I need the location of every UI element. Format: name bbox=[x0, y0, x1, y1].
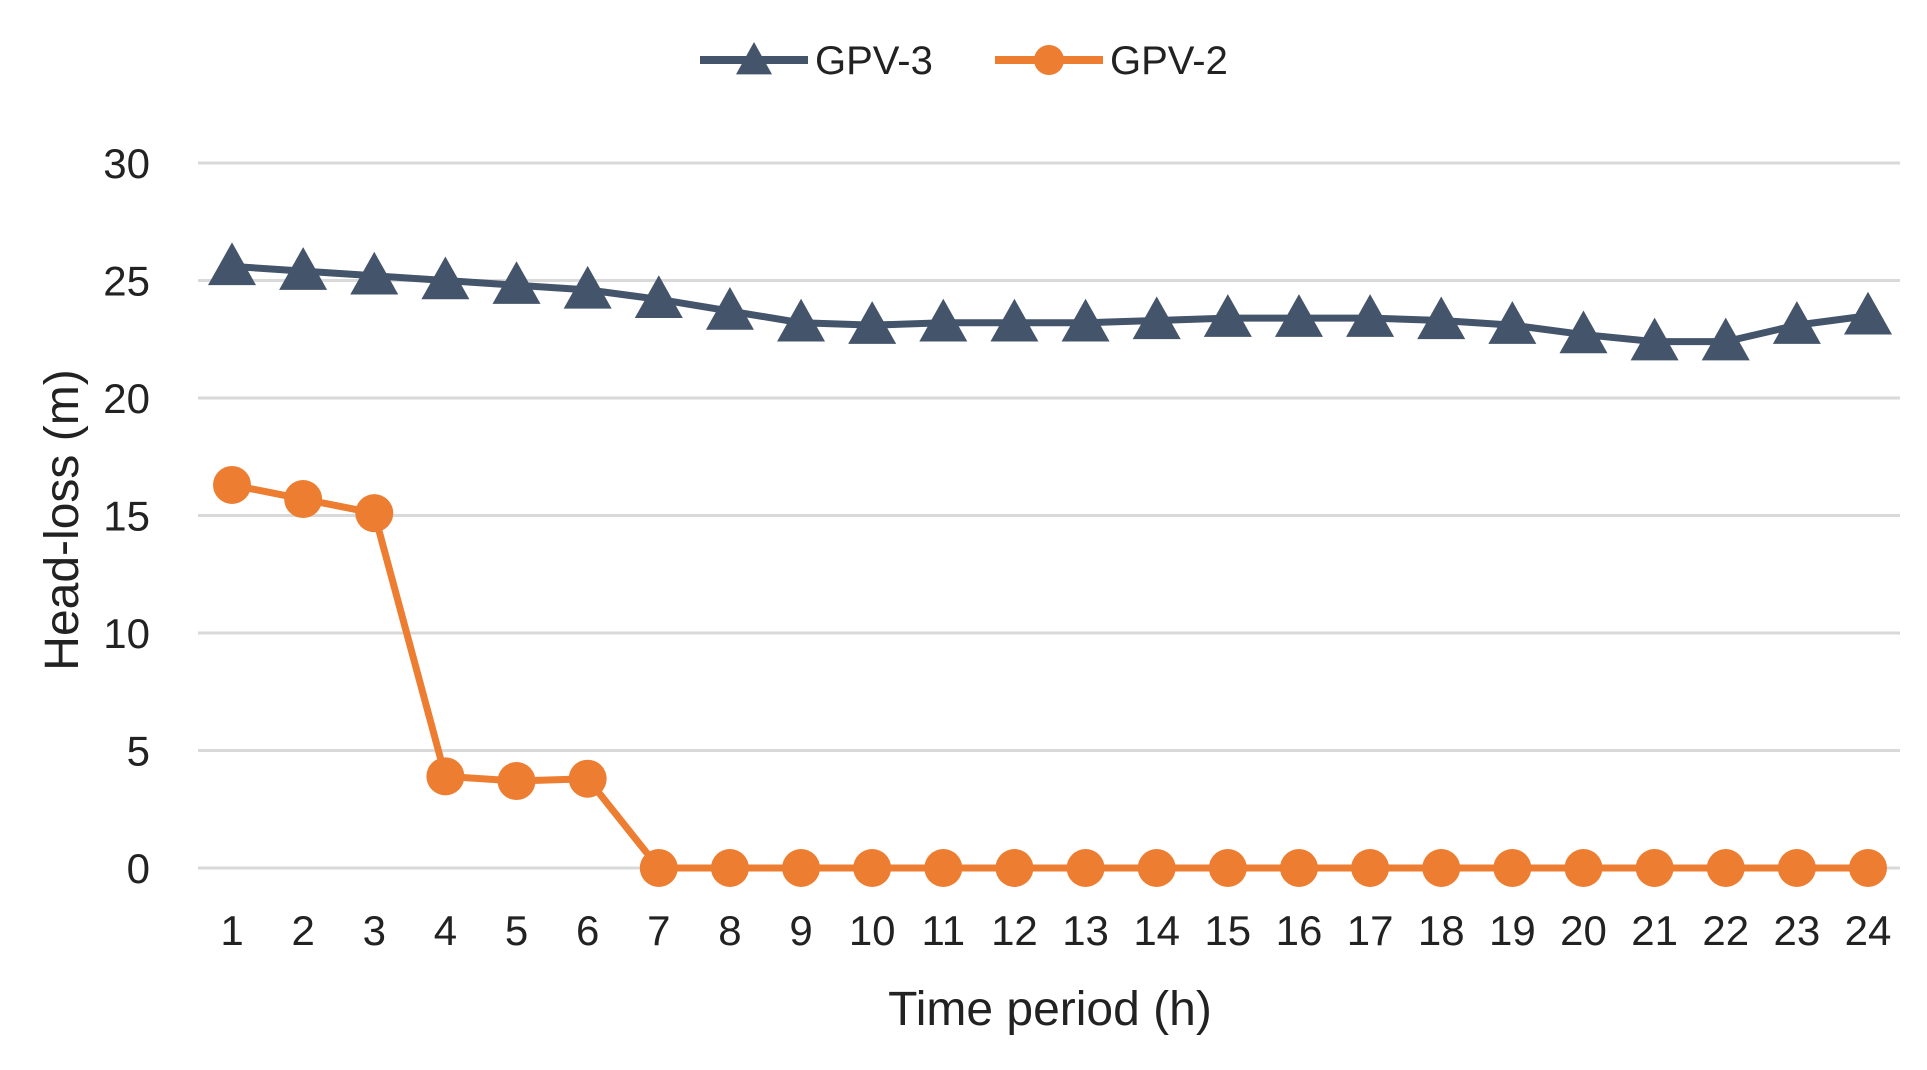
x-tick-label-7: 7 bbox=[647, 907, 670, 954]
series-gpv-2 bbox=[213, 465, 1887, 887]
point-gpv-2-5 bbox=[497, 762, 536, 801]
x-tick-label-22: 22 bbox=[1702, 907, 1749, 954]
point-gpv-2-19 bbox=[1493, 849, 1532, 887]
point-gpv-2-13 bbox=[1066, 849, 1105, 887]
point-gpv-3-24 bbox=[1844, 291, 1892, 335]
y-tick-label-30: 30 bbox=[103, 140, 150, 187]
legend-marker-gpv-2 bbox=[1034, 45, 1064, 75]
point-gpv-3-15 bbox=[1203, 294, 1252, 337]
point-gpv-2-12 bbox=[995, 849, 1034, 887]
point-gpv-3-8 bbox=[705, 287, 754, 330]
x-tick-label-14: 14 bbox=[1133, 907, 1180, 954]
point-gpv-3-18 bbox=[1417, 296, 1466, 340]
point-gpv-3-5 bbox=[492, 261, 541, 304]
point-gpv-2-8 bbox=[710, 849, 749, 887]
point-gpv-3-10 bbox=[848, 301, 897, 344]
x-axis-title: Time period (h) bbox=[888, 983, 1212, 1036]
point-gpv-3-14 bbox=[1132, 296, 1181, 340]
x-tick-label-17: 17 bbox=[1347, 907, 1394, 954]
legend-marker-gpv-3 bbox=[736, 42, 772, 75]
series-line-gpv-2 bbox=[231, 481, 1868, 872]
x-tick-label-24: 24 bbox=[1845, 907, 1892, 954]
legend-label-gpv-2: GPV-2 bbox=[1110, 39, 1228, 83]
point-gpv-2-6 bbox=[568, 759, 607, 798]
x-tick-label-3: 3 bbox=[363, 907, 386, 954]
x-tick-label-13: 13 bbox=[1062, 907, 1109, 954]
point-gpv-3-13 bbox=[1061, 298, 1110, 342]
x-tick-label-11: 11 bbox=[921, 907, 965, 954]
point-gpv-3-6 bbox=[563, 265, 612, 309]
y-tick-label-20: 20 bbox=[103, 375, 150, 422]
legend: GPV-3 GPV-2 bbox=[700, 39, 1228, 83]
point-gpv-3-11 bbox=[919, 298, 968, 342]
point-gpv-2-17 bbox=[1351, 849, 1390, 887]
x-tick-label-10: 10 bbox=[849, 907, 896, 954]
x-tick-label-4: 4 bbox=[434, 907, 457, 954]
y-axis-title: Head-loss (m) bbox=[36, 369, 89, 670]
point-gpv-2-22 bbox=[1706, 849, 1745, 887]
y-tick-label-10: 10 bbox=[103, 610, 150, 657]
x-tick-label-12: 12 bbox=[991, 907, 1038, 954]
point-gpv-2-1 bbox=[213, 465, 251, 504]
x-axis-ticks: 1 2 3 4 5 6 7 8 9 10 11 12 13 14 15 16 17 18 19 20 21 22 23 24 bbox=[220, 907, 1891, 954]
point-gpv-2-23 bbox=[1777, 849, 1816, 887]
point-gpv-3-23 bbox=[1772, 301, 1821, 344]
point-gpv-3-16 bbox=[1274, 294, 1323, 337]
legend-item-gpv-3: GPV-3 bbox=[700, 39, 933, 83]
series-line-gpv-3 bbox=[231, 262, 1869, 346]
point-gpv-2-2 bbox=[284, 480, 323, 519]
x-tick-label-20: 20 bbox=[1560, 907, 1607, 954]
legend-label-gpv-3: GPV-3 bbox=[815, 39, 933, 83]
x-tick-label-1: 1 bbox=[220, 907, 243, 954]
y-tick-label-0: 0 bbox=[127, 845, 150, 892]
x-tick-label-8: 8 bbox=[718, 907, 741, 954]
point-gpv-2-3 bbox=[355, 494, 394, 533]
point-gpv-2-10 bbox=[853, 849, 892, 887]
point-gpv-3-20 bbox=[1559, 310, 1608, 354]
y-tick-label-15: 15 bbox=[103, 493, 150, 540]
point-gpv-2-4 bbox=[426, 757, 465, 796]
point-gpv-2-16 bbox=[1279, 849, 1318, 887]
point-gpv-3-17 bbox=[1346, 294, 1395, 337]
x-tick-label-5: 5 bbox=[505, 907, 528, 954]
x-tick-label-21: 21 bbox=[1631, 907, 1678, 954]
x-tick-label-2: 2 bbox=[291, 907, 314, 954]
point-gpv-2-15 bbox=[1208, 849, 1247, 887]
x-tick-label-18: 18 bbox=[1418, 907, 1465, 954]
series-layer bbox=[208, 242, 1892, 887]
point-gpv-3-4 bbox=[421, 256, 470, 300]
point-gpv-2-14 bbox=[1137, 849, 1176, 887]
point-gpv-3-19 bbox=[1488, 301, 1537, 344]
x-tick-label-16: 16 bbox=[1276, 907, 1323, 954]
x-tick-label-19: 19 bbox=[1489, 907, 1536, 954]
point-gpv-2-11 bbox=[924, 849, 963, 887]
x-tick-label-6: 6 bbox=[576, 907, 599, 954]
x-tick-label-15: 15 bbox=[1204, 907, 1251, 954]
y-tick-label-5: 5 bbox=[127, 728, 150, 775]
point-gpv-2-7 bbox=[639, 849, 678, 887]
point-gpv-3-22 bbox=[1701, 317, 1750, 361]
point-gpv-3-2 bbox=[279, 247, 328, 290]
point-gpv-2-9 bbox=[782, 849, 821, 887]
x-tick-label-23: 23 bbox=[1774, 907, 1821, 954]
series-gpv-3 bbox=[208, 242, 1892, 361]
point-gpv-2-18 bbox=[1422, 849, 1461, 887]
point-gpv-2-24 bbox=[1849, 849, 1887, 887]
point-gpv-3-12 bbox=[990, 298, 1039, 342]
point-gpv-3-1 bbox=[208, 242, 256, 286]
y-axis-ticks: 0 5 10 15 20 25 30 bbox=[103, 140, 150, 892]
point-gpv-3-3 bbox=[350, 251, 399, 295]
point-gpv-2-21 bbox=[1635, 849, 1674, 887]
y-tick-label-25: 25 bbox=[103, 258, 150, 305]
legend-item-gpv-2: GPV-2 bbox=[995, 39, 1228, 83]
point-gpv-2-20 bbox=[1564, 849, 1603, 887]
point-gpv-3-21 bbox=[1630, 317, 1679, 361]
point-gpv-3-9 bbox=[777, 298, 826, 342]
x-tick-label-9: 9 bbox=[789, 907, 812, 954]
point-gpv-3-7 bbox=[634, 275, 683, 319]
